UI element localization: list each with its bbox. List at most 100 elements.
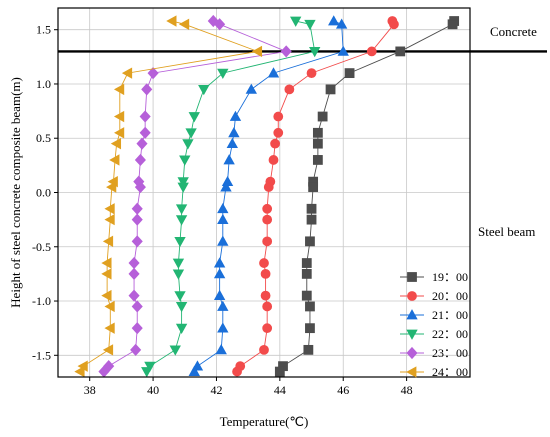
data-point	[217, 235, 229, 246]
data-point	[104, 213, 115, 226]
data-point	[245, 83, 258, 94]
data-point	[284, 84, 295, 95]
series-line	[193, 20, 344, 372]
data-point	[335, 18, 348, 29]
data-point	[270, 138, 280, 149]
data-point	[344, 68, 355, 79]
legend-item: 24：00	[400, 365, 468, 379]
series-2	[232, 16, 399, 377]
data-point	[306, 68, 317, 79]
legend-marker	[406, 346, 418, 360]
region-label-concrete: Concrete	[490, 24, 537, 39]
data-point	[110, 137, 122, 150]
data-point	[217, 300, 229, 311]
data-point	[141, 367, 153, 378]
data-point	[213, 289, 226, 301]
data-point	[312, 155, 323, 165]
data-point	[263, 182, 274, 192]
data-point	[312, 138, 323, 149]
series-5	[98, 14, 292, 378]
data-point	[303, 344, 314, 355]
legend-label: 22：00	[432, 327, 468, 341]
data-point	[104, 203, 115, 215]
data-point	[308, 182, 319, 192]
data-point	[280, 45, 292, 58]
data-point	[447, 19, 458, 30]
data-point	[260, 268, 271, 279]
data-point	[262, 301, 273, 312]
data-point	[389, 19, 399, 30]
data-point	[262, 203, 273, 214]
data-point	[301, 290, 312, 301]
legend-marker	[407, 291, 417, 301]
data-point	[262, 323, 273, 334]
data-point	[139, 126, 151, 139]
y-tick-label: 1.0	[36, 77, 51, 91]
legend-item: 23：00	[400, 346, 468, 360]
data-point	[128, 267, 140, 280]
data-point	[305, 301, 315, 312]
legend-item: 20：00	[400, 289, 468, 303]
y-tick-label: 1.5	[36, 23, 51, 37]
x-axis: 38 40 42 44 46 48	[84, 377, 413, 397]
y-tick-label: 0.5	[36, 131, 51, 145]
data-point	[213, 268, 226, 279]
y-tick-label: -0.5	[32, 240, 51, 254]
data-point	[217, 68, 229, 79]
data-point	[141, 83, 153, 96]
data-point	[169, 345, 181, 356]
data-point	[147, 67, 159, 80]
legend-marker	[406, 329, 418, 340]
x-axis-label: Temperature(℃)	[220, 414, 309, 429]
data-point	[104, 322, 115, 334]
y-tick-label: -1.0	[32, 294, 51, 308]
data-point	[215, 344, 227, 355]
data-point	[175, 215, 188, 226]
data-point	[268, 155, 279, 165]
y-tick-label: -1.5	[32, 348, 51, 362]
data-point	[274, 366, 285, 377]
data-point	[174, 291, 186, 302]
x-tick-label: 48	[401, 383, 413, 397]
data-point	[102, 235, 114, 248]
grid	[58, 8, 470, 377]
data-point	[217, 202, 229, 214]
data-point	[366, 46, 377, 57]
y-tick-label: 0.0	[36, 186, 51, 200]
data-point	[214, 18, 226, 31]
data-point	[175, 323, 188, 334]
legend-label: 21：00	[432, 308, 468, 322]
legend-item: 19：00	[400, 270, 468, 284]
series-line	[236, 20, 395, 372]
data-point	[185, 128, 197, 139]
legend-label: 24：00	[432, 365, 468, 379]
legend: 19：00 20：00 21：00 22：00 23：00 24：00	[400, 270, 468, 379]
series-line	[79, 20, 260, 372]
data-point	[301, 258, 312, 268]
data-point	[74, 365, 85, 378]
legend-marker	[406, 309, 418, 320]
x-tick-label: 38	[84, 383, 96, 397]
data-point	[182, 139, 194, 150]
data-point	[229, 110, 242, 121]
data-point	[217, 322, 229, 333]
data-point	[136, 137, 148, 150]
data-point	[251, 45, 263, 58]
data-point	[106, 181, 117, 193]
data-point	[113, 127, 125, 139]
data-point	[267, 67, 280, 78]
data-point	[109, 154, 120, 166]
legend-marker	[407, 272, 417, 282]
data-point	[177, 182, 189, 193]
data-point	[101, 268, 112, 280]
data-point	[130, 343, 142, 356]
data-point	[309, 47, 321, 58]
legend-label: 23：00	[432, 346, 468, 360]
series-line	[279, 20, 455, 372]
x-tick-label: 46	[337, 383, 349, 397]
series-line	[146, 20, 316, 372]
data-point	[113, 110, 125, 123]
data-point	[337, 45, 349, 56]
data-point	[174, 236, 186, 248]
